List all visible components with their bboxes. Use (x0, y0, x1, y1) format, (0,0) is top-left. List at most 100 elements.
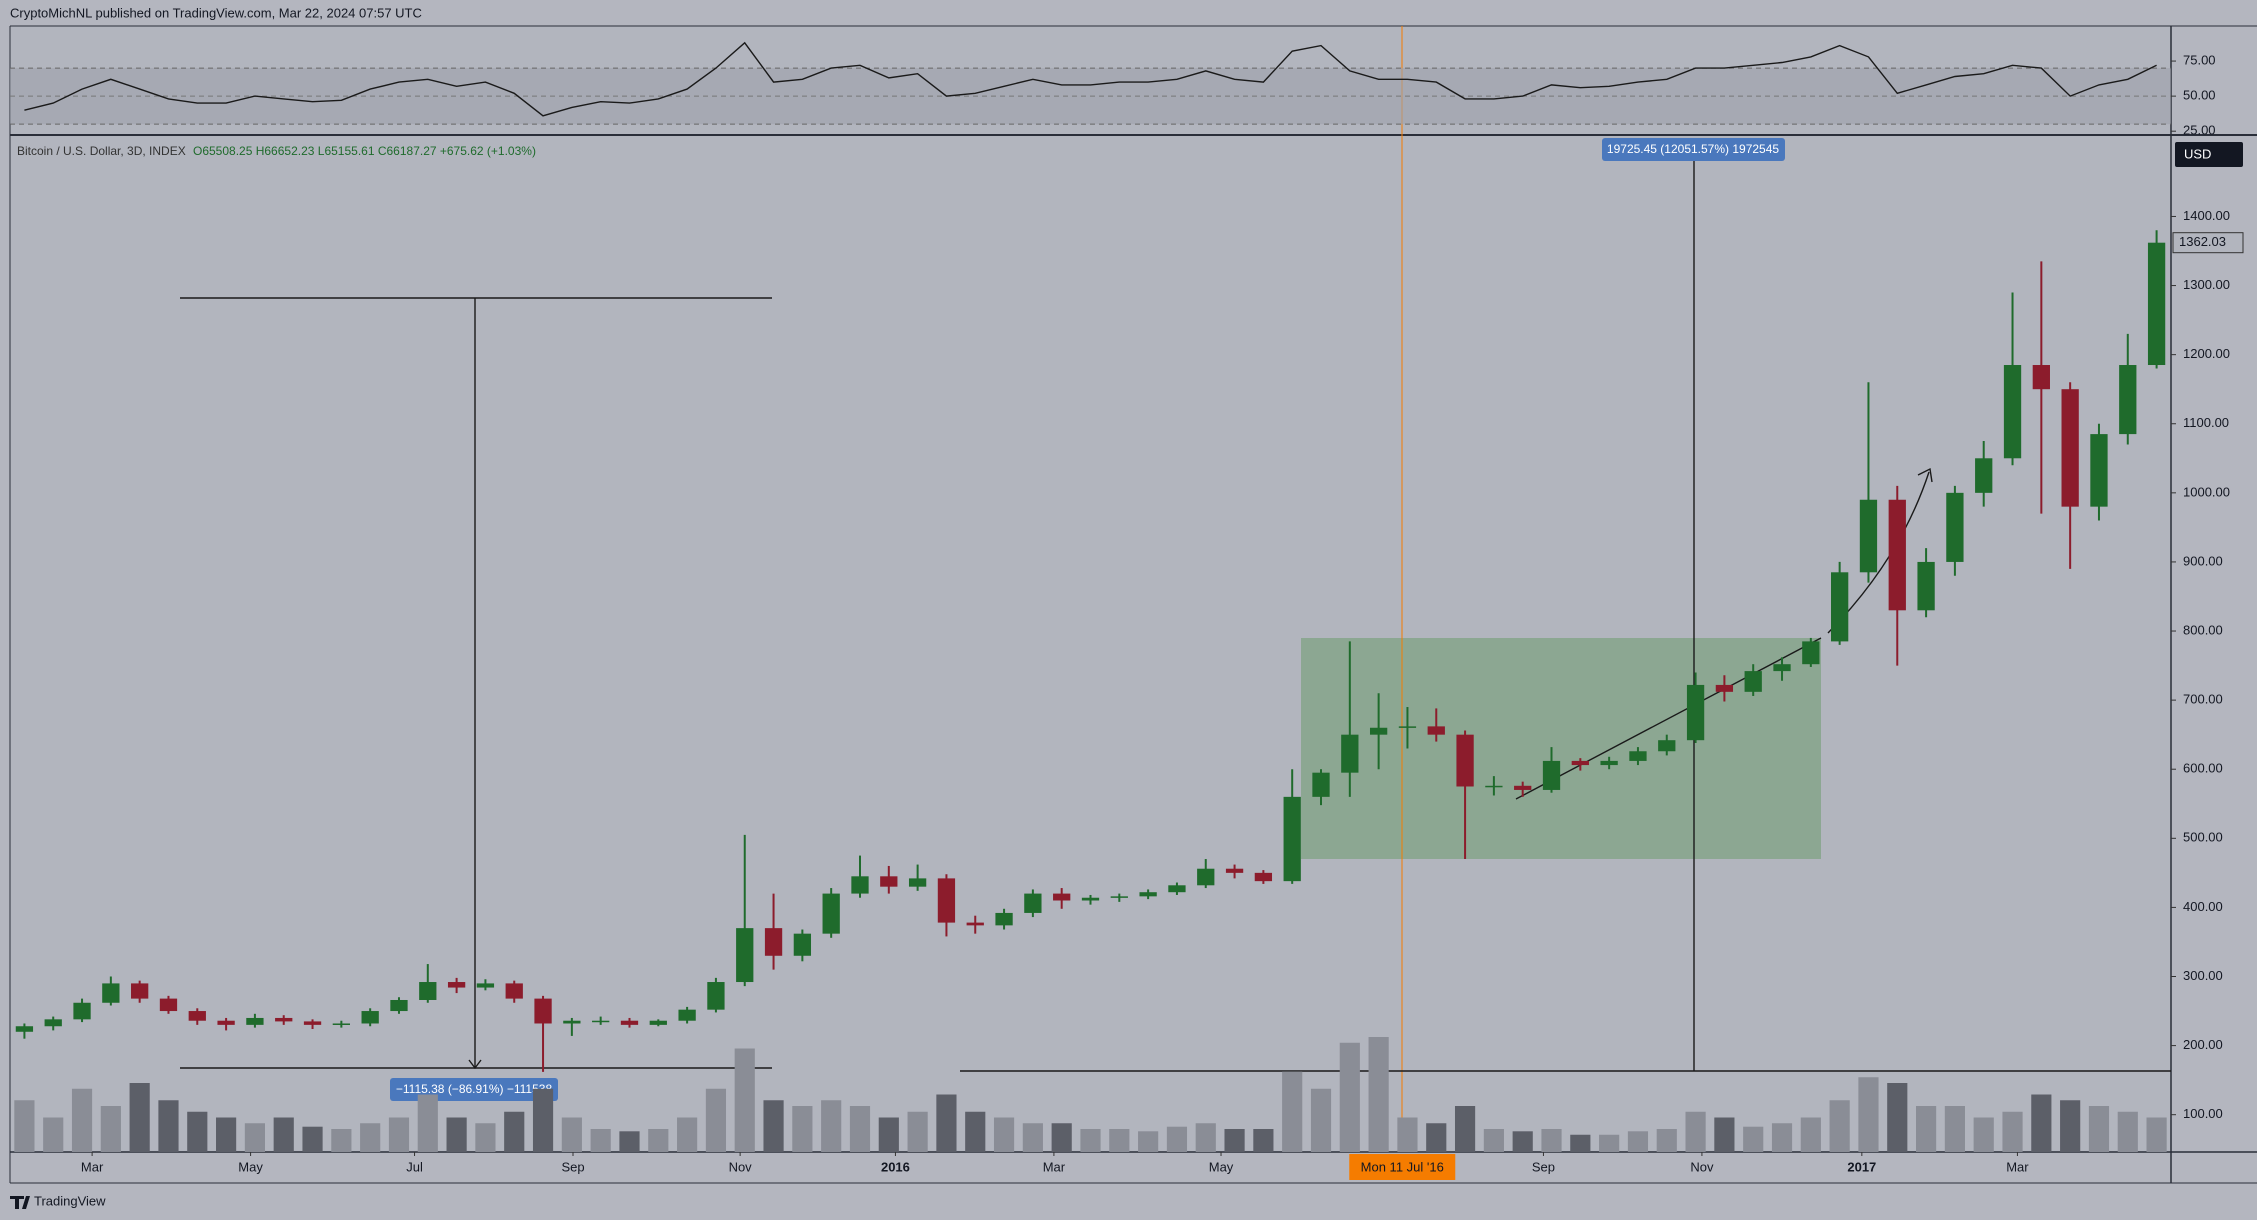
currency[interactable]: USD (2184, 146, 2211, 161)
candle-body (908, 878, 927, 887)
candle-body (217, 1020, 235, 1025)
candle-body (1341, 734, 1359, 773)
candle-body (1398, 726, 1417, 728)
candle-body (246, 1017, 264, 1025)
candle-body (1629, 751, 1647, 761)
volume-bar (1310, 1088, 1332, 1152)
volume-bar (792, 1106, 813, 1152)
volume-bar (1483, 1129, 1504, 1152)
candle-body (678, 1009, 696, 1021)
candle-body (563, 1020, 581, 1024)
volume-bar (504, 1111, 525, 1152)
candle-body (736, 928, 754, 983)
currency-box[interactable] (2175, 142, 2243, 167)
candle-body (102, 983, 120, 1003)
volume-bar (331, 1129, 352, 1152)
candle-body (44, 1019, 62, 1027)
volume-bar (1944, 1106, 1965, 1152)
volume-bar (1080, 1129, 1101, 1152)
y-tick-label: 600.00 (2183, 761, 2223, 776)
volume-bar (388, 1117, 410, 1152)
y-tick-label: 1100.00 (2183, 415, 2229, 430)
volume-bar (1022, 1123, 1043, 1152)
volume-bar (2088, 1106, 2110, 1152)
candle-body (1859, 499, 1878, 573)
candle-body (1139, 892, 1157, 897)
volume-bar (158, 1100, 179, 1152)
candle-body (851, 876, 869, 894)
y-tick-label: 900.00 (2183, 553, 2223, 568)
y-tick-label: 1200.00 (2183, 346, 2230, 361)
legend-title: Bitcoin / U.S. Dollar, 3D, INDEX (17, 144, 186, 158)
x-tick-label: 2017 (1847, 1159, 1876, 1174)
volume-bar (2117, 1111, 2138, 1152)
candle-body (966, 922, 984, 926)
candle-body (620, 1020, 639, 1025)
volume-bar (1887, 1083, 1908, 1152)
volume-bar (2146, 1117, 2167, 1152)
rsi-tick-label: 75.00 (2183, 53, 2216, 68)
candle-body (764, 928, 783, 956)
candle-body (1686, 684, 1705, 741)
volume-bar (1541, 1129, 1562, 1152)
volume-bar (244, 1123, 265, 1152)
volume-bar (1195, 1123, 1216, 1152)
x-tick-label: Jul (406, 1159, 423, 1174)
y-tick-label: 1400.00 (2183, 208, 2230, 223)
candle-body (1427, 726, 1445, 735)
candle-body (1024, 893, 1042, 913)
volume-bar (1512, 1131, 1533, 1152)
volume-bar (878, 1117, 899, 1152)
candle-body (1715, 684, 1734, 692)
volume-bar (2002, 1111, 2023, 1152)
x-tick-label: May (1209, 1159, 1234, 1174)
annotation: 19725.45 (12051.57%) 1972545 (1607, 142, 1779, 156)
candle-body (534, 998, 552, 1024)
trend-line (1515, 637, 1822, 800)
x-tick-label: Mar (2006, 1159, 2029, 1174)
candle-body (1312, 772, 1330, 797)
candle-body (505, 983, 523, 999)
x-tick-label: 2016 (881, 1159, 910, 1174)
volume-bar (821, 1100, 842, 1152)
volume-bar (1253, 1129, 1274, 1152)
candle-body (793, 933, 812, 956)
candle-body (73, 1002, 91, 1020)
candle-body (1888, 499, 1906, 611)
volume-bar (1973, 1117, 1994, 1152)
volume-bar (475, 1123, 496, 1152)
x-tick-label: Mar (1043, 1159, 1066, 1174)
volume-bar (1454, 1106, 1476, 1152)
volume-bar (1397, 1117, 1418, 1152)
candle-body (390, 999, 408, 1012)
volume-bar (619, 1131, 640, 1152)
volume-bar (1051, 1123, 1072, 1152)
volume-bar (1829, 1100, 1850, 1152)
x-tick-label: Sep (561, 1159, 584, 1174)
candle-body (1110, 896, 1128, 898)
candle-body (1802, 641, 1820, 665)
volume-bar (14, 1100, 35, 1152)
volume-bar (1743, 1126, 1764, 1152)
candle-body (476, 983, 495, 988)
candle-body (361, 1011, 379, 1024)
candle-body (131, 983, 149, 999)
drawings (180, 26, 2171, 1152)
candle-body (332, 1023, 350, 1025)
logo (10, 1196, 30, 1209)
candle-body (419, 982, 437, 1000)
volume-bar (100, 1106, 121, 1152)
candle-body (2061, 389, 2079, 507)
volume-bar (1426, 1123, 1447, 1152)
candle-body (1773, 664, 1791, 672)
candle-body (937, 878, 956, 923)
volume-bar (417, 1094, 438, 1152)
y-tick-label: 100.00 (2183, 1106, 2223, 1121)
volume-bar (2031, 1094, 2052, 1152)
candle-body (1542, 760, 1561, 790)
x-tick-label: Mar (81, 1159, 104, 1174)
candle-body (592, 1020, 610, 1023)
candle-body (1369, 727, 1388, 735)
x-tick-label: Nov (729, 1159, 753, 1174)
